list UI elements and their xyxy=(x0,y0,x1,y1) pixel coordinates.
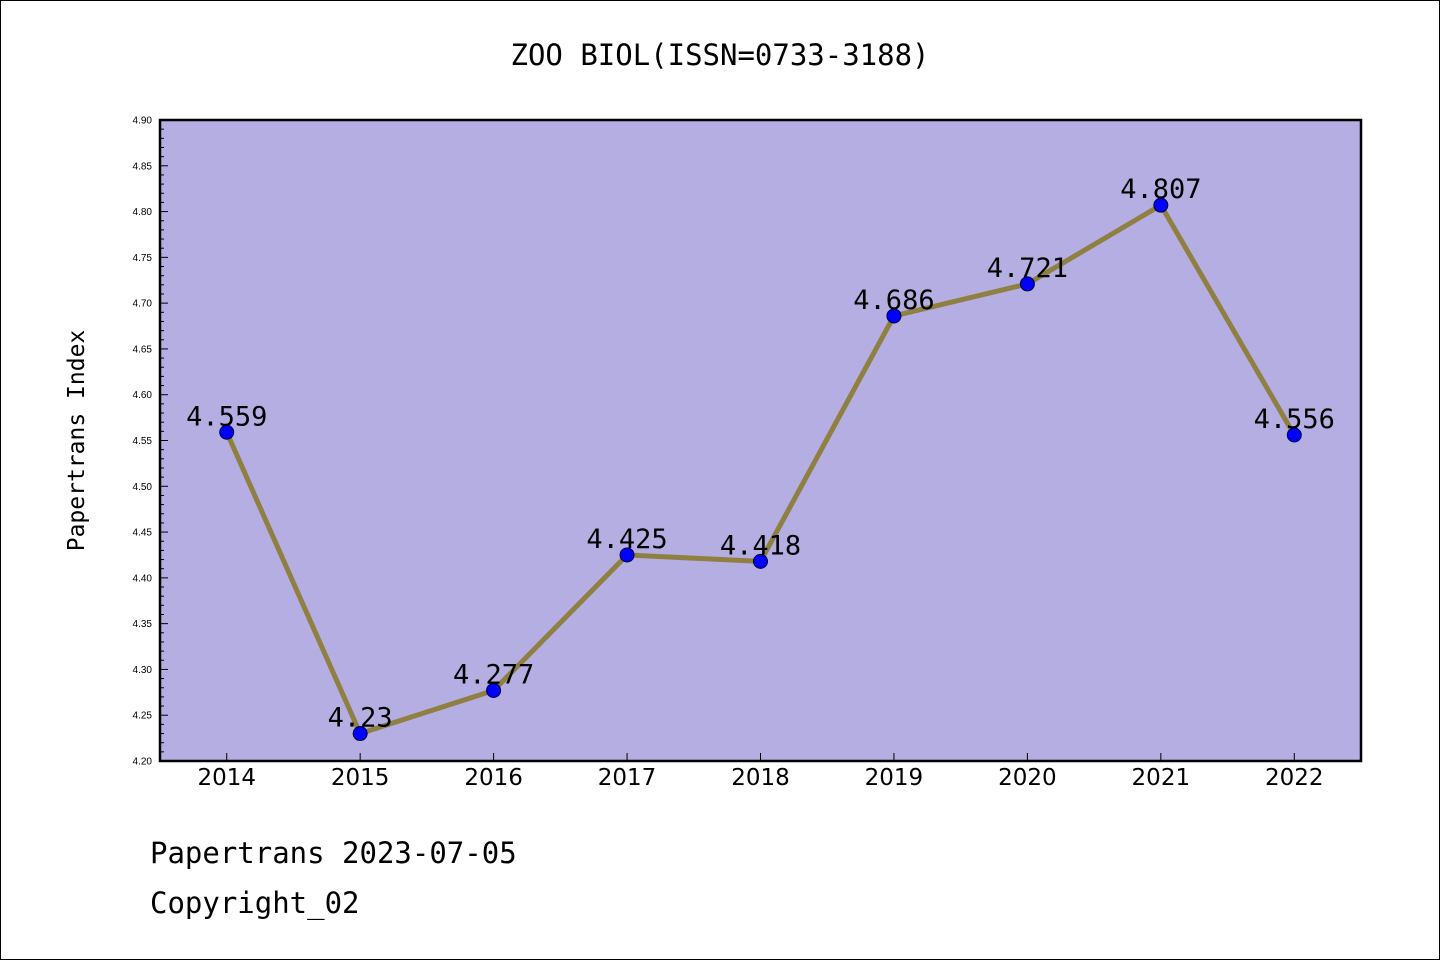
y-tick-label: 4.20 xyxy=(133,757,153,768)
x-tick-label: 2014 xyxy=(197,765,256,791)
x-tick-label: 2021 xyxy=(1132,765,1191,791)
y-tick-label: 4.70 xyxy=(133,299,153,310)
data-label: 4.556 xyxy=(1254,404,1335,435)
footer-date: Papertrans 2023-07-05 xyxy=(150,836,517,870)
data-point xyxy=(352,726,368,742)
data-point xyxy=(219,424,235,440)
x-tick-label: 2022 xyxy=(1265,765,1324,791)
data-label: 4.807 xyxy=(1120,174,1201,205)
data-label: 4.425 xyxy=(586,524,667,555)
y-tick-label: 4.90 xyxy=(133,116,153,127)
series-layer xyxy=(219,197,1302,742)
y-tick-label: 4.50 xyxy=(133,482,153,493)
data-point xyxy=(486,682,502,698)
data-point xyxy=(886,308,902,324)
data-label: 4.23 xyxy=(328,703,393,734)
x-tick-label: 2015 xyxy=(331,765,390,791)
data-point xyxy=(1153,197,1169,213)
y-tick-label: 4.25 xyxy=(133,711,153,722)
x-tick-label: 2018 xyxy=(731,765,790,791)
data-label: 4.559 xyxy=(186,401,267,432)
data-label: 4.721 xyxy=(987,253,1068,284)
plot-border xyxy=(158,118,1363,763)
y-axis-label: Papertrans Index xyxy=(64,330,90,552)
data-point xyxy=(753,553,768,569)
y-tick-label: 4.75 xyxy=(133,253,153,264)
y-tick-label: 4.80 xyxy=(133,207,153,218)
y-axis: 4.20 4.25 4.30 4.35 4.40 4.45 4.50 4.55 4.60 4.65… xyxy=(133,116,168,768)
data-point xyxy=(619,547,635,563)
y-tick-label: 4.40 xyxy=(133,573,153,584)
y-tick-label: 4.55 xyxy=(133,436,153,447)
y-tick-label: 4.85 xyxy=(133,161,153,172)
footer-copyright: Copyright_02 xyxy=(150,886,360,920)
y-tick-label: 4.35 xyxy=(133,619,153,630)
x-tick-label: 2017 xyxy=(598,765,657,791)
data-label: 4.686 xyxy=(853,285,934,316)
x-tick-label: 2016 xyxy=(464,765,523,791)
data-point xyxy=(1019,276,1035,292)
y-tick-label: 4.45 xyxy=(133,528,153,539)
data-label: 4.277 xyxy=(453,659,534,690)
y-tick-label: 4.30 xyxy=(133,665,153,676)
x-axis: 2014 2015 2016 2017 2018 2019 2020 2021 2022 xyxy=(197,753,1324,791)
data-point xyxy=(1286,427,1302,443)
x-tick-label: 2020 xyxy=(998,765,1057,791)
chart-title: ZOO BIOL(ISSN=0733-3188) xyxy=(510,38,930,72)
plot-area xyxy=(160,120,1361,761)
y-tick-label: 4.65 xyxy=(133,344,153,355)
y-tick-label: 4.60 xyxy=(133,390,153,401)
data-labels: 4.559 4.23 4.277 4.425 4.418 4.686 4.721 4.807 4… xyxy=(186,174,1335,733)
x-tick-label: 2019 xyxy=(865,765,924,791)
data-label: 4.418 xyxy=(720,530,801,561)
